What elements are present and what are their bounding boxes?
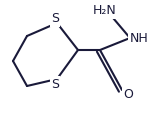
Text: S: S — [51, 77, 59, 91]
Text: NH: NH — [130, 31, 148, 45]
Text: O: O — [123, 87, 133, 101]
Text: S: S — [51, 12, 59, 26]
Text: H₂N: H₂N — [93, 4, 117, 18]
